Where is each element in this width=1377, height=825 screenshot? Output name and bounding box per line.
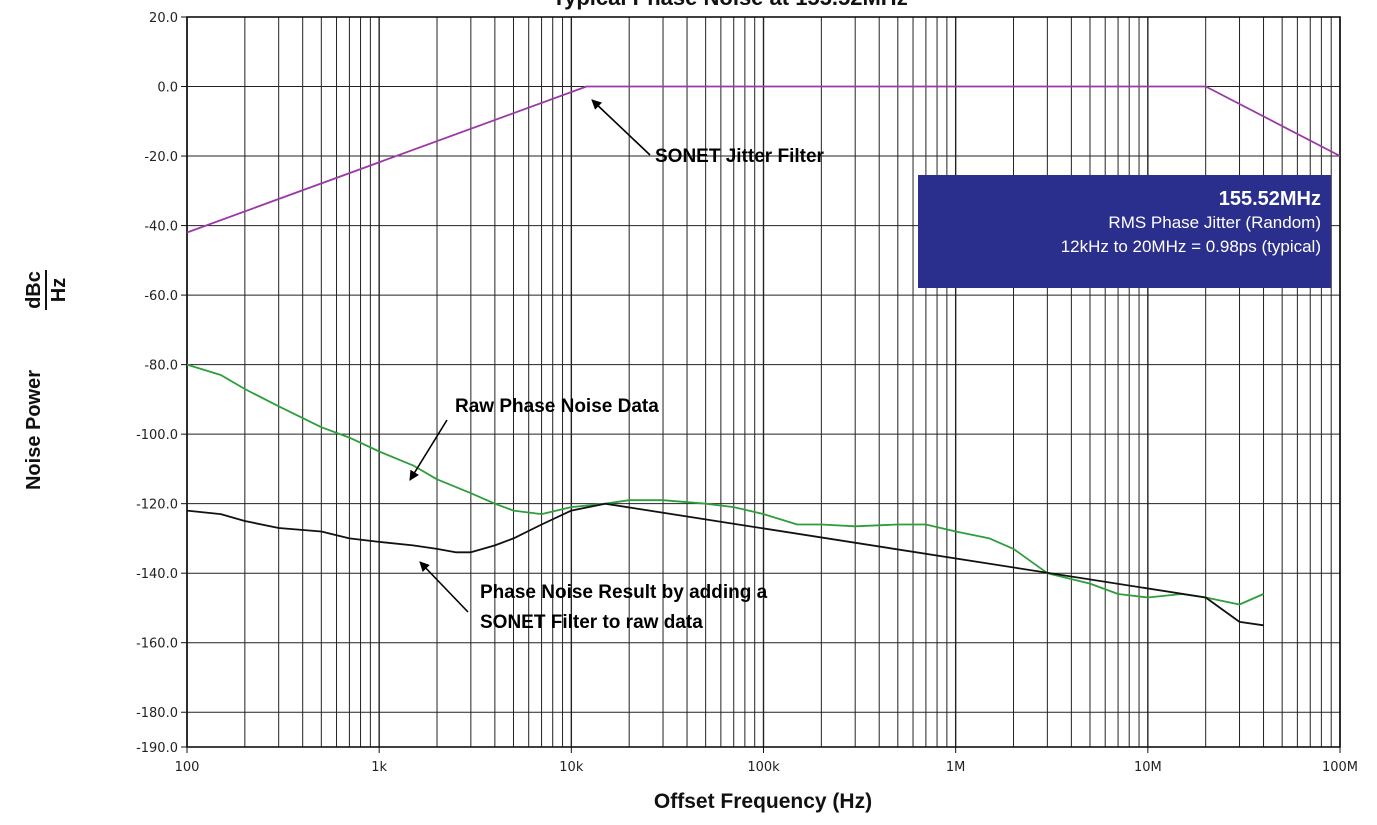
annotation-raw-data-text: Raw Phase Noise Data bbox=[455, 396, 659, 417]
y-tick-label: -40.0 bbox=[144, 220, 178, 235]
sonet-filter-line bbox=[186, 85, 1341, 234]
y-axis-title: Noise Power dBc Hz bbox=[23, 270, 70, 490]
info-jitter-type: RMS Phase Jitter (Random) bbox=[1108, 213, 1321, 232]
x-tick-label: 100 bbox=[175, 760, 200, 775]
y-tick-labels: 20.0 0.0 -20.0 -40.0 -60.0 -80.0 -100.0 -120.0 -… bbox=[136, 11, 187, 756]
x-tick-label: 10M bbox=[1134, 760, 1162, 775]
annotation-phase-noise-result: Phase Noise Result by adding a SONET Fil… bbox=[419, 561, 768, 633]
y-tick-label: -190.0 bbox=[136, 741, 178, 756]
y-axis-unit-numerator: dBc bbox=[23, 271, 45, 309]
rms-jitter-info-box: 155.52MHz RMS Phase Jitter (Random) 12kH… bbox=[918, 175, 1331, 288]
y-tick-label: -140.0 bbox=[136, 567, 178, 582]
y-tick-label: -20.0 bbox=[144, 150, 178, 165]
y-tick-label: 20.0 bbox=[149, 11, 178, 26]
annotation-result-line2: SONET Filter to raw data bbox=[480, 612, 703, 633]
raw-phase-noise-line bbox=[186, 363, 1264, 606]
x-axis-title: Offset Frequency (Hz) bbox=[654, 790, 872, 813]
arrow-phase-noise-result bbox=[419, 561, 469, 613]
info-jitter-value: 12kHz to 20MHz = 0.98ps (typical) bbox=[1060, 237, 1321, 256]
x-tick-label: 1k bbox=[371, 760, 387, 775]
x-tick-label: 1M bbox=[946, 760, 966, 775]
y-tick-label: -60.0 bbox=[144, 289, 178, 304]
y-tick-label: 0.0 bbox=[157, 81, 178, 96]
info-frequency: 155.52MHz bbox=[1218, 188, 1321, 210]
y-axis-unit-denominator: Hz bbox=[48, 278, 70, 302]
filtered-phase-noise-line bbox=[186, 502, 1264, 627]
y-tick-label: -180.0 bbox=[136, 706, 178, 721]
grid bbox=[186, 16, 1341, 748]
x-tick-label: 100k bbox=[747, 760, 780, 775]
series-lines bbox=[186, 85, 1341, 627]
arrow-sonet-filter bbox=[591, 99, 651, 156]
annotation-raw-data: Raw Phase Noise Data bbox=[409, 396, 659, 481]
y-tick-label: -120.0 bbox=[136, 498, 178, 513]
y-tick-label: -100.0 bbox=[136, 428, 178, 443]
y-axis-title-main: Noise Power bbox=[23, 370, 45, 490]
x-tick-label: 100M bbox=[1322, 760, 1358, 775]
arrow-raw-data bbox=[409, 419, 448, 481]
x-tick-label: 10k bbox=[559, 760, 584, 775]
y-tick-label: -80.0 bbox=[144, 359, 178, 374]
annotation-result-line1: Phase Noise Result by adding a bbox=[480, 582, 768, 603]
x-tick-labels: 100 1k 10k 100k 1M 10M 100M bbox=[175, 747, 1358, 775]
chart-title: Typical Phase Noise at 155.52MHz bbox=[552, 0, 907, 10]
y-tick-label: -160.0 bbox=[136, 637, 178, 652]
annotation-sonet-filter-text: SONET Jitter Filter bbox=[655, 146, 825, 167]
annotation-sonet-filter: SONET Jitter Filter bbox=[591, 99, 825, 167]
